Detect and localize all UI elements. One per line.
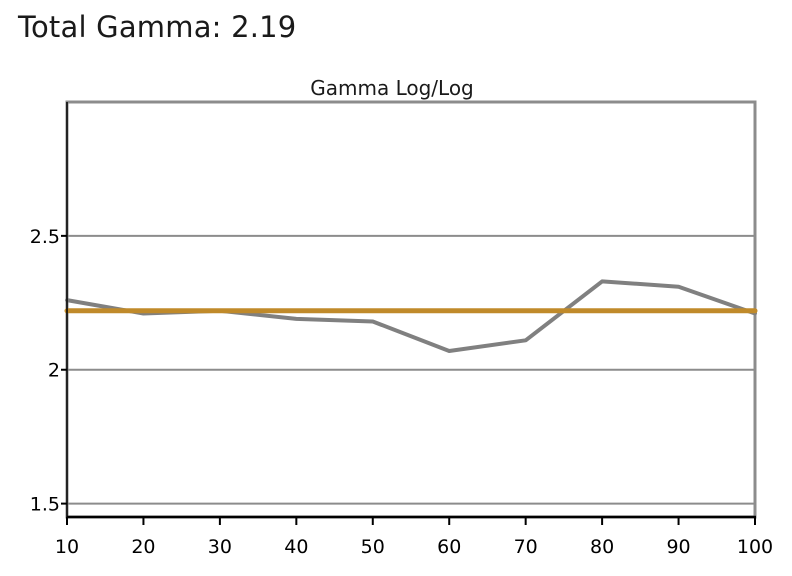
total-gamma-heading: Total Gamma: 2.19 [18,10,296,44]
total-gamma-label: Total Gamma: [18,10,222,44]
measured-gamma-line [65,279,757,353]
y-tick-label: 2 [48,360,60,382]
x-tick-label: 80 [590,536,614,558]
series-lines [64,279,758,353]
axes: 1.5 2 2.5 10 20 30 40 50 60 70 80 90 100 [30,102,773,558]
y-tick-label: 2.5 [30,226,60,248]
x-tick-label: 10 [55,536,79,558]
x-tick-label: 40 [284,536,308,558]
x-tick-label: 60 [437,536,461,558]
x-tick-label: 20 [131,536,155,558]
x-tick-label: 30 [208,536,232,558]
x-tick-label: 50 [361,536,385,558]
x-tick-label: 90 [666,536,690,558]
chart-title: Gamma Log/Log [310,76,474,100]
total-gamma-value: 2.19 [231,10,297,44]
y-tick-label: 1.5 [30,494,60,516]
x-tick-label: 70 [514,536,538,558]
x-tick-label: 100 [737,536,773,558]
grid-lines [67,234,755,505]
